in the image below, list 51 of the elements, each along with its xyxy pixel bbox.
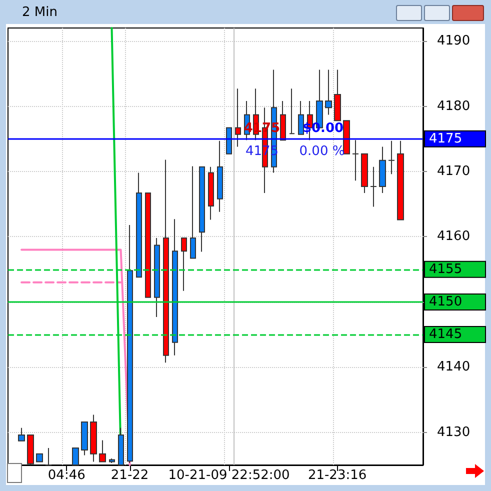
- candlestick: [361, 153, 368, 194]
- candlestick: [334, 69, 341, 122]
- y-tick-label: 4160: [437, 229, 470, 244]
- candlestick: [397, 140, 404, 220]
- x-tick-label: 21-23:16: [308, 468, 367, 483]
- candlestick: [379, 146, 386, 194]
- ref-line-label: 4150: [429, 294, 462, 310]
- y-tick-label: 4170: [437, 164, 470, 179]
- candlestick: [388, 140, 395, 175]
- candlestick: [325, 69, 332, 116]
- candlestick: [118, 427, 124, 466]
- candlestick: [154, 238, 160, 318]
- candlestick: [27, 434, 34, 464]
- candlestick: [36, 453, 43, 462]
- y-tick-label: 4180: [437, 98, 470, 114]
- candlestick: [172, 218, 178, 356]
- x-tick-label: 10-21-09 22:52:00: [168, 468, 290, 483]
- candlestick: [280, 100, 286, 141]
- ref-line-label: 4155: [429, 262, 462, 277]
- candlestick: [72, 448, 79, 466]
- candlestick: [45, 448, 52, 466]
- candlestick: [127, 224, 133, 464]
- candlestick: [136, 172, 142, 278]
- candlestick: [18, 427, 25, 442]
- candlestick: [81, 421, 88, 456]
- x-tick-label: 04:46: [48, 468, 86, 483]
- candlestick: [190, 166, 196, 259]
- candlestick: [289, 88, 295, 134]
- candlestick: [298, 100, 304, 135]
- candlestick: [217, 140, 223, 212]
- candlestick: [352, 140, 359, 182]
- annotation: 0.00 %: [298, 144, 346, 160]
- candlestick: [109, 458, 115, 464]
- candlestick: [235, 88, 241, 148]
- candlestick: [208, 166, 214, 220]
- candlestick: [199, 166, 205, 252]
- y-tick-label: 4140: [437, 360, 470, 375]
- x-tick-label: 21-22: [110, 468, 149, 483]
- candlestick: [145, 192, 151, 298]
- candlestick: [163, 159, 169, 364]
- chart-title: 2 Min: [22, 5, 58, 20]
- ref-line-label: 4175: [429, 131, 462, 146]
- candlestick: [99, 440, 106, 462]
- y-tick-label: 4190: [437, 34, 470, 49]
- candlestick: [226, 127, 232, 154]
- y-tick-label: 4130: [437, 424, 470, 440]
- candlestick: [90, 414, 97, 462]
- candlestick: [370, 166, 377, 208]
- candlestick: [181, 238, 187, 292]
- ref-line-label: 4145: [429, 327, 462, 342]
- candlestick: [343, 120, 350, 154]
